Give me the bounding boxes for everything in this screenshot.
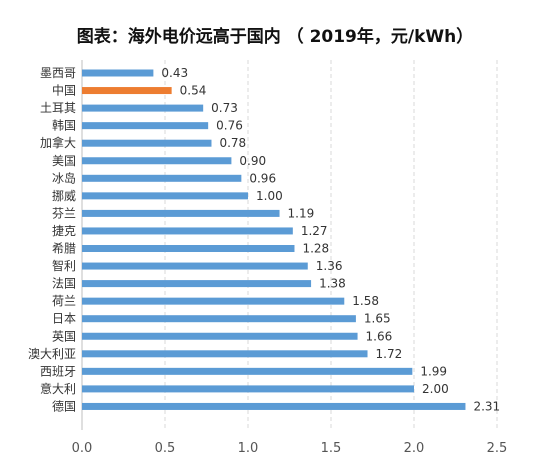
value-label: 1.66: [366, 329, 393, 343]
labels: 0.0 0.5 1.0 1.5 2.0 2.5 墨西哥 0.43 中国 0.54 土耳其 0.73 韩国…: [28, 66, 507, 456]
bar: [82, 332, 358, 340]
value-label: 0.96: [249, 171, 276, 185]
category-label: 荷兰: [52, 294, 76, 308]
bar: [82, 227, 293, 235]
category-label: 智利: [52, 258, 76, 273]
category-label: 美国: [52, 154, 76, 168]
category-label: 芬兰: [52, 206, 76, 220]
bar: [82, 174, 242, 182]
value-label: 0.43: [161, 66, 188, 80]
category-label: 英国: [52, 329, 76, 343]
value-label: 1.27: [301, 224, 328, 238]
value-label: 1.99: [420, 364, 447, 378]
value-label: 1.38: [319, 277, 346, 291]
bar: [82, 104, 204, 112]
category-label: 西班牙: [40, 364, 76, 378]
x-tick-label: 0.5: [155, 441, 176, 456]
value-label: 1.65: [364, 312, 391, 326]
bar: [82, 367, 413, 375]
bars: [82, 69, 466, 410]
value-label: 1.58: [352, 294, 379, 308]
category-label: 希腊: [52, 241, 76, 256]
value-label: 0.73: [211, 101, 238, 115]
bar: [82, 297, 345, 305]
value-label: 1.00: [256, 189, 283, 203]
category-label: 加拿大: [40, 135, 76, 150]
value-label: 1.28: [302, 242, 329, 256]
bar: [82, 139, 212, 147]
x-tick-label: 2.5: [487, 441, 508, 456]
bar: [82, 209, 280, 217]
category-label: 日本: [52, 312, 76, 326]
x-tick-label: 1.5: [321, 441, 342, 456]
x-tick-label: 1.0: [238, 441, 259, 456]
value-label: 0.54: [180, 84, 207, 98]
category-label: 冰岛: [52, 170, 76, 185]
category-label: 法国: [52, 277, 76, 291]
category-label: 澳大利亚: [28, 347, 76, 361]
value-label: 0.78: [219, 136, 246, 150]
x-tick-label: 0.0: [72, 441, 93, 456]
category-label: 土耳其: [40, 101, 76, 115]
value-label: 1.19: [288, 206, 315, 220]
value-label: 0.76: [216, 119, 243, 133]
bar: [82, 122, 209, 130]
bar: [82, 350, 368, 358]
category-label: 墨西哥: [40, 66, 76, 80]
value-label: 0.90: [239, 154, 266, 168]
bar: [82, 385, 414, 393]
x-tick-label: 2.0: [404, 441, 425, 456]
value-label: 1.72: [376, 347, 403, 361]
value-label: 2.31: [473, 399, 500, 413]
bar: [82, 245, 295, 252]
category-label: 意大利: [40, 381, 76, 396]
bar: [82, 262, 308, 270]
value-label: 1.36: [316, 259, 343, 273]
bar: [82, 280, 312, 288]
category-label: 韩国: [52, 118, 76, 133]
bar: [82, 315, 356, 323]
category-label: 德国: [52, 398, 76, 413]
chart-title: 图表：海外电价远高于国内 （ 2019年，元/kWh）: [77, 26, 474, 47]
category-label: 捷克: [52, 224, 76, 238]
category-label: 挪威: [52, 189, 76, 203]
bar: [82, 87, 172, 95]
bar: [82, 402, 466, 410]
bar: [82, 192, 248, 200]
bar: [82, 157, 232, 165]
bar: [82, 69, 154, 77]
category-label: 中国: [52, 83, 76, 98]
value-label: 2.00: [422, 382, 449, 396]
